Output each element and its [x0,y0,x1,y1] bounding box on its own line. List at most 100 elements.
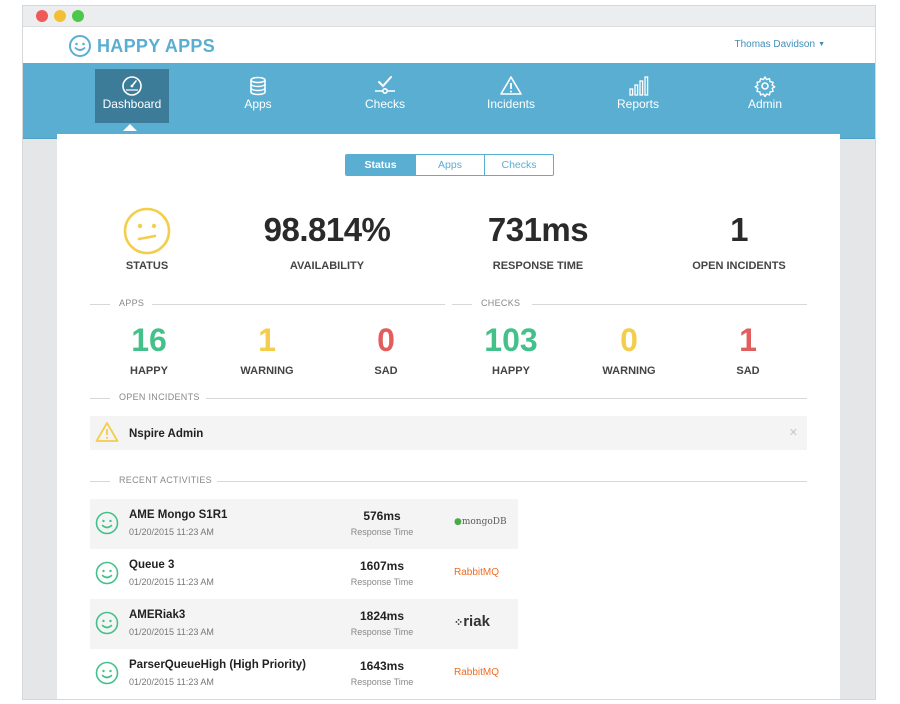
checks-happy-count[interactable]: 103 HAPPY [461,322,561,377]
neutral-face-icon [57,207,237,255]
happy-label: HAPPY [130,365,168,377]
activity-date: 01/20/2015 11:23 AM [129,577,214,587]
availability-label: AVAILABILITY [289,260,365,272]
checks-happy-value: 103 [484,322,538,358]
tab-checks[interactable]: Checks [484,155,553,175]
gear-icon [728,69,802,98]
availability-stat: 98.814% AVAILABILITY [237,207,417,272]
response-time-label: RESPONSE TIME [492,260,584,272]
apps-sad-value: 0 [377,322,395,358]
nav-apps[interactable]: Apps [221,69,295,123]
happy-face-icon [95,611,119,640]
incident-row[interactable]: Nspire Admin ✕ [90,416,807,450]
rabbitmq-logo: RabbitMQ [454,567,500,578]
activity-response-time: 576ms [363,509,401,523]
browser-window: HAPPY APPS Thomas Davidson ▼ Dashboard Ap… [22,5,876,700]
open-incidents-value: 1 [730,211,748,248]
app-logo[interactable]: HAPPY APPS [68,34,215,58]
active-nav-pointer [123,124,137,131]
happy-face-icon [95,511,119,540]
sad-label: SAD [374,365,398,377]
activity-date: 01/20/2015 11:23 AM [129,627,214,637]
nav-label: Dashboard [102,97,162,111]
checks-section-header: CHECKS [452,298,807,312]
activity-name: ParserQueueHigh (High Priority) [129,659,307,671]
nav-label: Incidents [486,97,536,111]
app-header: HAPPY APPS Thomas Davidson ▼ [23,27,875,63]
nav-label: Admin [747,97,782,111]
checks-warning-count[interactable]: 0 WARNING [579,322,679,377]
response-time-value: 731ms [487,211,589,248]
sad-label: SAD [736,365,760,377]
checks-icon [348,69,422,97]
activity-row[interactable]: ParserQueueHigh (High Priority) 01/20/20… [90,649,518,699]
riak-logo: ⁘riak [454,613,490,630]
response-time-stat: 731ms RESPONSE TIME [448,207,628,272]
recent-activities-section-header: RECENT ACTIVITIES [90,475,807,489]
brand-text: mongoDB [461,517,507,527]
happy-label: HAPPY [492,365,530,377]
database-icon [221,69,295,97]
warning-label: WARNING [240,365,294,377]
checks-section-title: CHECKS [481,298,521,308]
activity-row[interactable]: AME Mongo S1R1 01/20/2015 11:23 AM 576ms… [90,499,518,549]
checks-sad-value: 1 [739,322,757,358]
nav-dashboard[interactable]: Dashboard [95,69,169,123]
dashboard-panel: Status Apps Checks STATUS 98.814% AVAILA… [57,134,840,699]
tab-apps[interactable]: Apps [415,155,484,175]
response-time-label: Response Time [350,527,414,537]
warning-label: WARNING [602,365,656,377]
window-titlebar [23,6,875,27]
warning-icon [95,421,119,448]
brand-name: HAPPY APPS [97,35,216,56]
open-incidents-section-header: OPEN INCIDENTS [90,392,807,406]
recent-activities-title: RECENT ACTIVITIES [119,475,212,485]
status-stat: STATUS [57,207,237,272]
nav-reports[interactable]: Reports [601,69,675,123]
activity-name: AMERiak3 [129,609,186,621]
happy-face-icon [95,661,119,690]
minimize-window-button[interactable] [54,10,66,22]
incident-name: Nspire Admin [129,428,204,440]
apps-sad-count[interactable]: 0 SAD [336,322,436,377]
tab-status[interactable]: Status [346,155,415,175]
nav-label: Checks [364,97,405,111]
nav-admin[interactable]: Admin [728,69,802,123]
warning-icon [474,69,548,97]
activity-response-time: 1643ms [359,659,405,673]
smiley-logo-icon [69,35,91,57]
activity-date: 01/20/2015 11:23 AM [129,527,214,537]
status-label: STATUS [125,260,169,272]
maximize-window-button[interactable] [72,10,84,22]
mongodb-logo: ●mongoDB [454,517,507,527]
open-incidents-section-title: OPEN INCIDENTS [119,392,200,402]
activity-row[interactable]: AMERiak3 01/20/2015 11:23 AM 1824ms Resp… [90,599,518,649]
activity-response-time: 1824ms [359,609,405,623]
close-window-button[interactable] [36,10,48,22]
apps-section-title: APPS [119,298,145,308]
activity-name: AME Mongo S1R1 [129,509,228,521]
checks-sad-count[interactable]: 1 SAD [698,322,798,377]
open-incidents-stat: 1 OPEN INCIDENTS [649,207,829,272]
bar-chart-icon [601,69,675,97]
activity-row[interactable]: Queue 3 01/20/2015 11:23 AM 1607ms Respo… [90,549,518,599]
activity-response-time: 1607ms [359,559,405,573]
view-tabs: Status Apps Checks [345,154,554,176]
brand-text: riak [463,613,490,630]
activity-name: Queue 3 [129,559,175,571]
nav-checks[interactable]: Checks [348,69,422,123]
apps-section-header: APPS [90,298,445,312]
gauge-icon [95,69,169,97]
close-icon[interactable]: ✕ [788,427,798,439]
user-name: Thomas Davidson [734,39,816,50]
apps-happy-count[interactable]: 16 HAPPY [99,322,199,377]
rabbitmq-logo: RabbitMQ [454,667,500,678]
apps-warning-count[interactable]: 1 WARNING [217,322,317,377]
main-nav: Dashboard Apps Checks Incidents Reports … [23,63,875,139]
apps-happy-value: 16 [131,322,167,358]
open-incidents-label: OPEN INCIDENTS [692,260,786,272]
response-time-label: Response Time [350,577,414,587]
user-menu[interactable]: Thomas Davidson ▼ [734,39,825,50]
response-time-label: Response Time [350,677,414,687]
nav-incidents[interactable]: Incidents [474,69,548,123]
